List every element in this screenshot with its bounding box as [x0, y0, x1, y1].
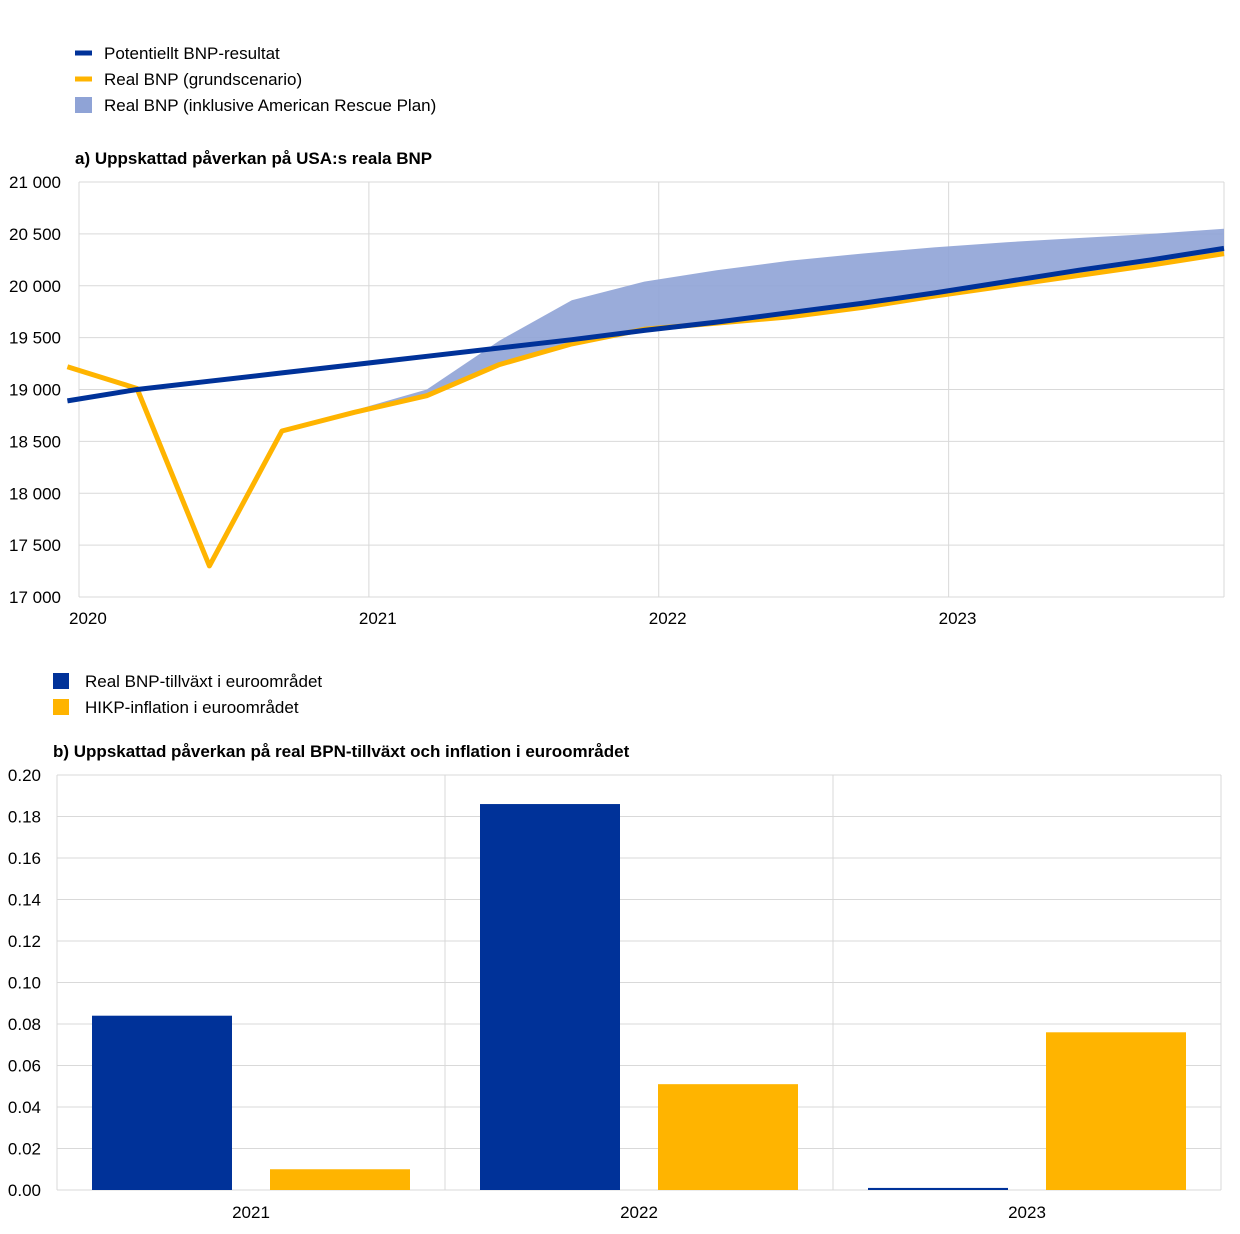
legend-label: HIKP-inflation i euroområdet	[85, 698, 299, 717]
y-tick-label: 0.18	[8, 808, 41, 827]
x-tick-label: 2023	[939, 609, 977, 628]
panel-a-y-tick-labels: 17 000 17 500 18 000 18 500 19 000 19 500 20 0…	[9, 173, 61, 607]
y-tick-label: 17 000	[9, 588, 61, 607]
bar-gdp-growth-2023	[868, 1187, 1008, 1190]
panel-b-title: b) Uppskattad påverkan på real BPN-tillv…	[53, 742, 630, 761]
panel-b: Real BNP-tillväxt i euroområdet HIKP-infl…	[8, 672, 1222, 1222]
y-tick-label: 0.04	[8, 1098, 41, 1117]
legend-label: Real BNP (inklusive American Rescue Plan…	[104, 96, 436, 115]
legend-label: Real BNP-tillväxt i euroområdet	[85, 672, 322, 691]
y-tick-label: 21 000	[9, 173, 61, 192]
y-tick-label: 0.16	[8, 849, 41, 868]
bar-hicp-inflation-2022	[658, 1084, 798, 1190]
y-tick-label: 0.00	[8, 1181, 41, 1200]
panel-b-grid	[56, 774, 1222, 1191]
y-tick-label: 0.12	[8, 932, 41, 951]
y-tick-label: 0.20	[8, 766, 41, 785]
panel-b-y-tick-labels: 0.00 0.02 0.04 0.06 0.08 0.10 0.12 0.14 0.16 0.18…	[8, 766, 41, 1200]
panel-a-title: a) Uppskattad påverkan på USA:s reala BN…	[75, 149, 432, 168]
panel-b-x-tick-labels: 2021 2022 2023	[232, 1203, 1046, 1222]
y-tick-label: 0.08	[8, 1015, 41, 1034]
x-category-label: 2022	[620, 1203, 658, 1222]
y-tick-label: 18 500	[9, 432, 61, 451]
y-tick-label: 20 000	[9, 277, 61, 296]
bar-gdp-growth-2022	[480, 804, 620, 1190]
x-tick-label: 2020	[69, 609, 107, 628]
panel-b-legend: Real BNP-tillväxt i euroområdet HIKP-infl…	[53, 672, 322, 717]
series-line-potential-gdp	[66, 245, 1225, 404]
y-tick-label: 0.14	[8, 891, 41, 910]
y-tick-label: 0.10	[8, 974, 41, 993]
x-category-label: 2021	[232, 1203, 270, 1222]
bar-gdp-growth-2021	[92, 1015, 232, 1190]
panel-a-legend: Potentiellt BNP-resultat Real BNP (grunds…	[75, 44, 436, 115]
y-tick-label: 19 000	[9, 381, 61, 400]
x-tick-label: 2022	[649, 609, 687, 628]
panel-b-bar-layer	[92, 804, 1186, 1190]
series-area-american-rescue-plan	[354, 228, 1224, 413]
y-tick-label: 0.06	[8, 1057, 41, 1076]
legend-area-swatch	[75, 97, 92, 113]
x-tick-label: 2021	[359, 609, 397, 628]
y-tick-label: 0.02	[8, 1140, 41, 1159]
x-category-label: 2023	[1008, 1203, 1046, 1222]
panel-a-x-tick-labels: 2020 2021 2022 2023	[69, 609, 976, 628]
y-tick-label: 19 500	[9, 329, 61, 348]
y-tick-label: 17 500	[9, 536, 61, 555]
panel-a-grid	[78, 181, 1225, 598]
bar-hicp-inflation-2023	[1046, 1032, 1186, 1190]
y-tick-label: 20 500	[9, 225, 61, 244]
legend-label: Real BNP (grundscenario)	[104, 70, 302, 89]
legend-label: Potentiellt BNP-resultat	[104, 44, 280, 63]
panel-a: Potentiellt BNP-resultat Real BNP (grunds…	[9, 44, 1225, 628]
legend-bar-swatch	[53, 699, 69, 715]
panel-a-line-layer	[66, 245, 1225, 569]
legend-bar-swatch	[53, 673, 69, 689]
bar-hicp-inflation-2021	[270, 1169, 410, 1190]
panel-a-area-layer	[354, 228, 1224, 413]
y-tick-label: 18 000	[9, 484, 61, 503]
